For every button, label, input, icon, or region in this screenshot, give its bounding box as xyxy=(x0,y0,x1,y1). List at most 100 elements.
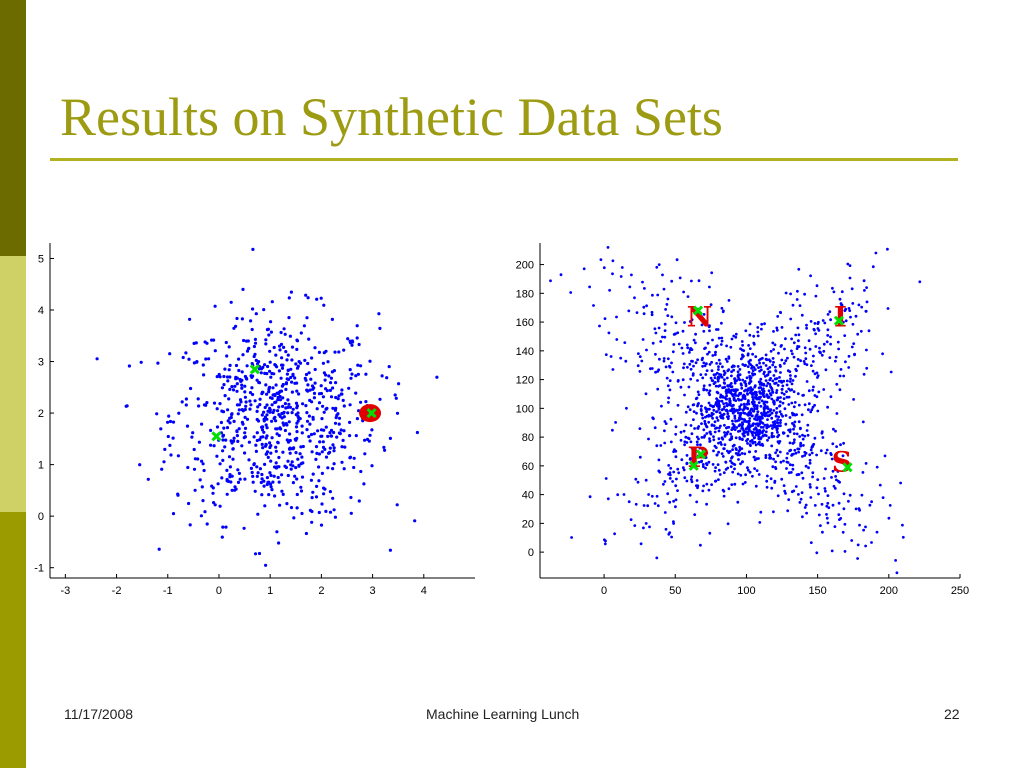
data-point xyxy=(707,401,711,405)
data-point xyxy=(680,458,684,462)
data-point xyxy=(248,391,253,395)
data-point xyxy=(318,440,322,444)
data-point xyxy=(218,504,222,508)
data-point xyxy=(779,396,782,399)
data-point xyxy=(225,492,229,496)
data-point xyxy=(321,395,325,399)
data-point xyxy=(237,403,241,407)
data-point xyxy=(756,326,760,329)
data-point xyxy=(297,464,301,468)
data-point xyxy=(894,559,897,562)
data-point xyxy=(681,329,685,333)
data-point xyxy=(889,370,893,374)
data-point xyxy=(641,280,644,284)
data-point xyxy=(817,492,820,496)
data-point xyxy=(138,463,142,467)
data-point xyxy=(303,358,307,362)
data-point xyxy=(231,388,236,392)
data-point xyxy=(654,331,658,335)
data-point xyxy=(634,502,638,506)
data-point xyxy=(819,524,822,527)
x-tick-label: 150 xyxy=(808,585,826,597)
data-point xyxy=(312,386,316,390)
data-point xyxy=(307,371,311,375)
data-point xyxy=(739,392,742,396)
data-point xyxy=(190,435,194,439)
data-point xyxy=(721,365,724,369)
data-point xyxy=(331,496,335,500)
data-point xyxy=(709,404,712,407)
data-point xyxy=(696,390,700,394)
data-point xyxy=(748,322,752,326)
data-point xyxy=(300,475,305,479)
data-point xyxy=(634,477,638,481)
data-point xyxy=(715,453,719,457)
data-point xyxy=(737,424,741,428)
data-point xyxy=(298,361,303,365)
data-point xyxy=(881,352,884,356)
data-point xyxy=(267,333,271,337)
data-point xyxy=(250,470,254,475)
data-point xyxy=(735,448,738,451)
data-point xyxy=(280,473,284,477)
data-point xyxy=(95,357,99,361)
data-point xyxy=(277,413,281,417)
data-point xyxy=(323,487,327,491)
data-point xyxy=(333,421,338,425)
y-tick-label: 140 xyxy=(516,346,534,358)
data-point xyxy=(773,425,776,429)
data-point xyxy=(764,364,768,367)
data-point xyxy=(332,369,336,373)
data-point xyxy=(271,480,275,484)
data-point xyxy=(765,423,769,427)
data-point xyxy=(263,371,267,375)
data-point xyxy=(636,480,640,484)
data-point xyxy=(776,494,780,498)
data-point xyxy=(727,388,731,391)
data-point xyxy=(232,326,236,330)
data-point xyxy=(295,477,299,481)
data-point xyxy=(834,429,837,433)
data-point xyxy=(219,420,223,425)
data-point xyxy=(738,453,742,457)
data-point xyxy=(861,420,865,424)
data-point xyxy=(317,465,321,469)
data-point xyxy=(811,388,815,392)
data-point xyxy=(730,374,733,378)
data-point xyxy=(293,474,297,478)
data-point xyxy=(875,530,879,534)
data-point xyxy=(168,419,173,424)
data-point xyxy=(751,352,754,356)
data-point xyxy=(790,401,794,405)
data-point xyxy=(702,387,706,390)
data-point xyxy=(338,432,342,436)
data-point xyxy=(685,343,689,347)
data-point xyxy=(682,468,686,472)
data-point xyxy=(339,428,343,432)
data-point xyxy=(774,451,777,455)
data-point xyxy=(355,336,359,340)
data-point xyxy=(755,422,758,426)
data-point xyxy=(204,357,208,361)
data-point xyxy=(247,440,251,444)
y-tick-label: 80 xyxy=(522,432,534,444)
data-point xyxy=(805,429,809,432)
data-point xyxy=(702,428,706,432)
data-point xyxy=(653,426,657,430)
data-point xyxy=(312,391,317,395)
data-point xyxy=(703,434,707,437)
data-point xyxy=(710,413,714,417)
data-point xyxy=(322,428,326,432)
data-point xyxy=(851,302,855,305)
data-point xyxy=(750,407,754,411)
data-point xyxy=(707,488,711,492)
data-point xyxy=(294,401,299,405)
data-point xyxy=(824,451,828,455)
data-point xyxy=(784,414,788,417)
data-point xyxy=(388,548,392,552)
data-point xyxy=(668,364,671,368)
data-point xyxy=(733,377,736,381)
data-point xyxy=(242,526,246,530)
data-point xyxy=(756,410,760,414)
data-point xyxy=(825,448,829,452)
